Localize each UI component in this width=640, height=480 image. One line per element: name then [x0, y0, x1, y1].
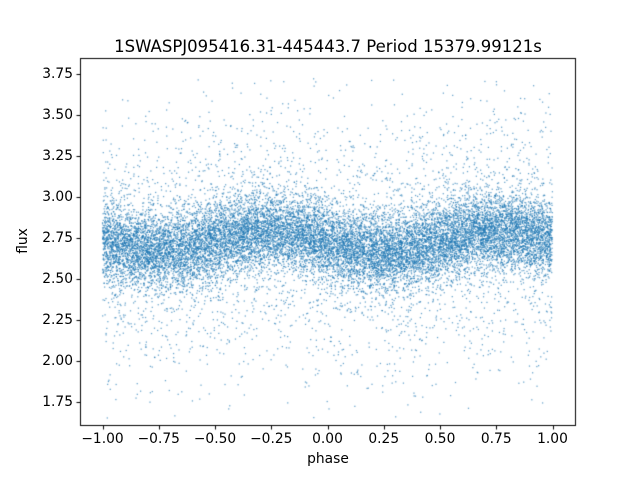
- x-tick-label: −0.75: [137, 431, 180, 447]
- x-tick-label: −0.50: [193, 431, 237, 447]
- plot-title: 1SWASPJ095416.31-445443.7 Period 15379.9…: [114, 37, 542, 56]
- y-tick-label: 3.50: [42, 107, 73, 123]
- x-tick-label: 0.75: [480, 431, 512, 447]
- x-tick-label: 0.25: [368, 431, 400, 447]
- x-axis-label: phase: [307, 451, 349, 467]
- y-tick-label: 3.00: [42, 189, 73, 205]
- y-tick-label: 2.25: [42, 312, 73, 328]
- x-tick-label: 0.50: [424, 431, 456, 447]
- y-tick-label: 1.75: [42, 394, 73, 410]
- y-tick-label: 2.50: [42, 271, 73, 287]
- y-tick-label: 3.75: [42, 66, 73, 82]
- x-tick-label: 1.00: [537, 431, 568, 447]
- x-tick-label: −1.00: [81, 431, 124, 447]
- x-tick-label: −0.25: [250, 431, 293, 447]
- y-tick-label: 3.25: [42, 148, 73, 164]
- y-tick-label: 2.75: [42, 230, 73, 246]
- y-tick-label: 2.00: [42, 353, 73, 369]
- x-tick-label: 0.00: [312, 431, 343, 447]
